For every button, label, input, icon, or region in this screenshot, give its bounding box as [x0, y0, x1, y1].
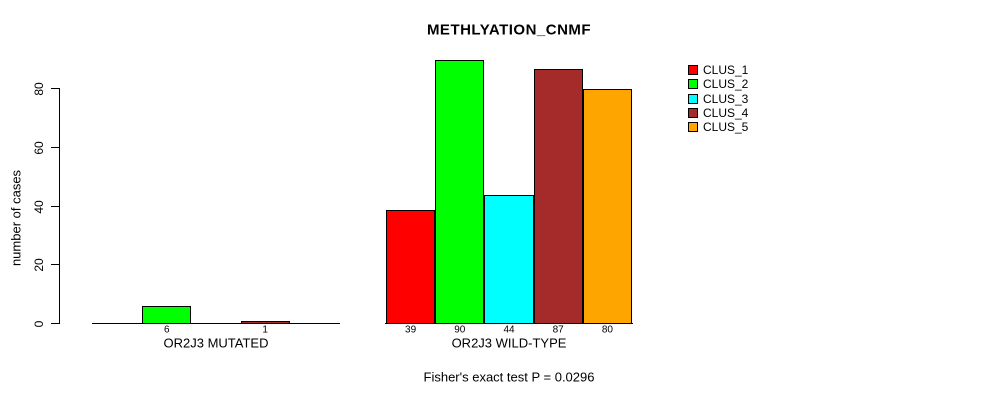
y-axis-tick-label: 60: [32, 140, 46, 155]
y-axis-tick: [51, 147, 59, 148]
legend-label: CLUS_4: [703, 105, 749, 120]
bar-clus_4: [241, 321, 290, 324]
bar-value-label: 44: [503, 324, 515, 335]
bar-value-label: 90: [454, 324, 466, 335]
legend-label: CLUS_5: [703, 120, 749, 135]
legend-label: CLUS_2: [703, 77, 749, 92]
category-label: OR2J3 MUTATED: [163, 335, 269, 351]
bar-clus_2: [142, 306, 191, 324]
legend-swatch-clus_2: [688, 79, 698, 90]
fisher-test-annotation: Fisher's exact test P = 0.0296: [423, 369, 595, 385]
bar-clus_5: [583, 89, 632, 324]
bar-value-label: 87: [552, 324, 564, 335]
legend-swatch-clus_5: [688, 122, 698, 133]
bar-clus_3: [484, 195, 534, 324]
y-axis-tick-label: 20: [32, 257, 46, 272]
legend-swatch-clus_1: [688, 65, 698, 75]
legend-swatch-clus_3: [688, 93, 698, 104]
bar-value-label: 1: [262, 324, 268, 335]
y-axis-tick-label: 0: [32, 320, 46, 327]
y-axis-tick-label: 40: [32, 199, 46, 214]
y-axis-tick: [51, 323, 59, 324]
bar-value-label: 6: [164, 324, 170, 335]
bar-clus_2: [435, 60, 484, 324]
legend-label: CLUS_3: [703, 91, 749, 106]
chart-title: METHLYATION_CNMF: [426, 21, 592, 39]
bar-value-label: 80: [601, 324, 613, 335]
y-axis-tick-label: 80: [32, 81, 46, 96]
y-axis-tick: [51, 206, 59, 207]
y-axis-label: number of cases: [8, 169, 24, 267]
bar-clus_1: [386, 210, 435, 324]
y-axis-line: [59, 88, 60, 324]
y-axis-tick: [51, 88, 59, 89]
legend-swatch-clus_4: [688, 107, 698, 118]
category-label: OR2J3 WILD-TYPE: [451, 335, 567, 351]
legend-label: CLUS_1: [703, 63, 749, 77]
y-axis-tick: [51, 264, 59, 265]
x-axis-baseline: [92, 323, 340, 324]
bar-value-label: 39: [405, 324, 417, 335]
bar-clus_4: [534, 69, 583, 324]
